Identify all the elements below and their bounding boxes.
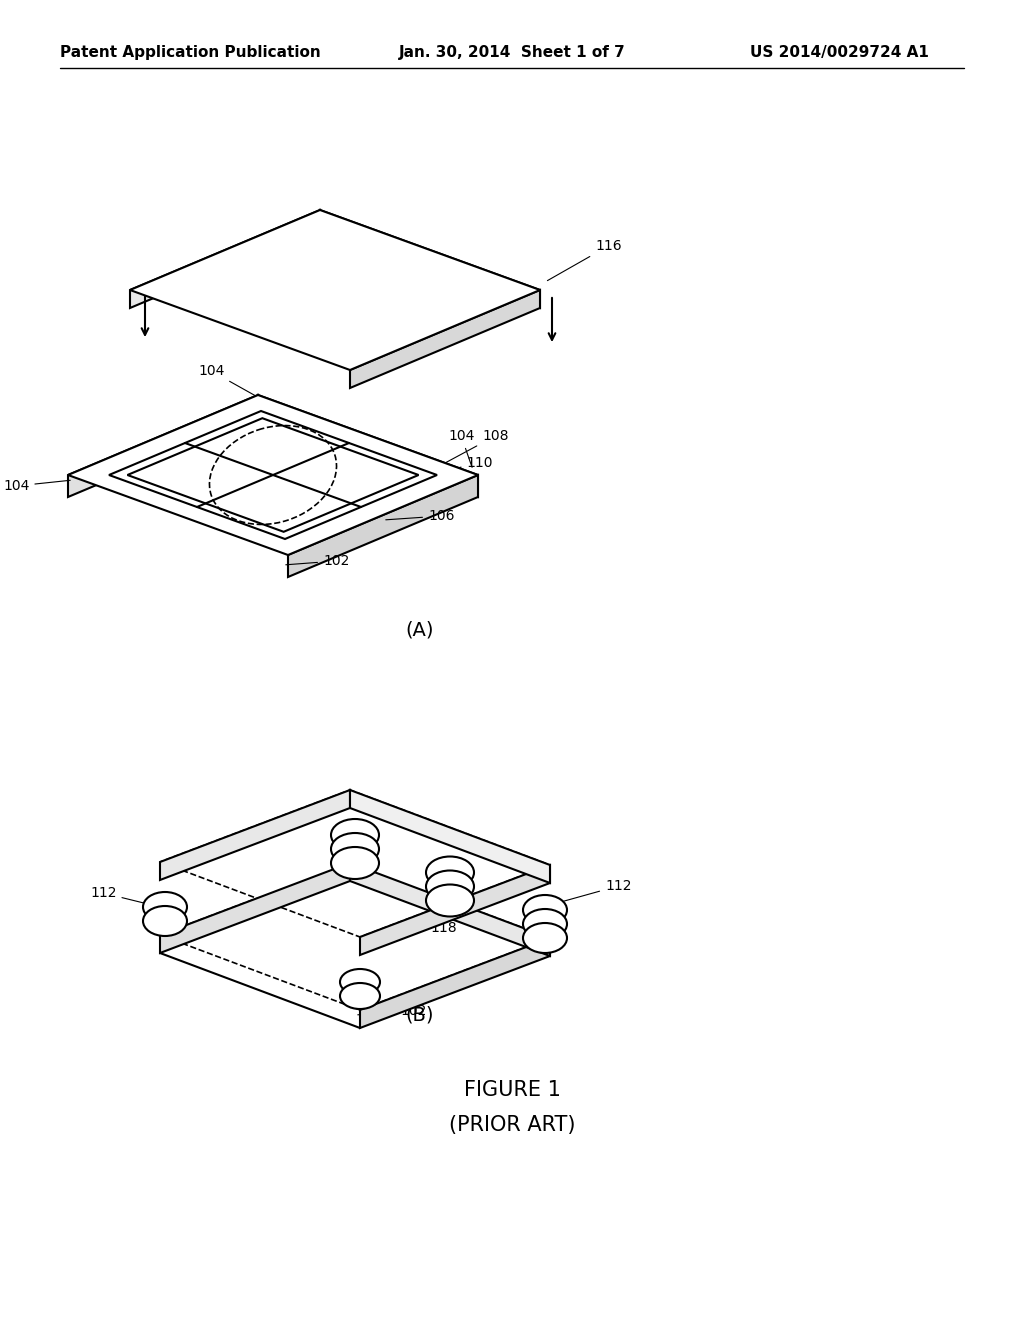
Ellipse shape xyxy=(523,923,567,953)
Ellipse shape xyxy=(331,833,379,865)
Polygon shape xyxy=(350,863,550,956)
Polygon shape xyxy=(68,395,258,498)
Text: (A): (A) xyxy=(406,620,434,639)
Polygon shape xyxy=(160,863,350,953)
Text: 118: 118 xyxy=(285,850,352,869)
Text: 108: 108 xyxy=(434,429,509,469)
Text: 112: 112 xyxy=(90,886,158,907)
Ellipse shape xyxy=(426,884,474,916)
Text: 104: 104 xyxy=(3,479,71,492)
Text: 112: 112 xyxy=(222,422,285,447)
Text: 106: 106 xyxy=(386,510,455,523)
Text: 102: 102 xyxy=(286,554,349,568)
Polygon shape xyxy=(160,863,550,1010)
Polygon shape xyxy=(160,789,350,880)
Polygon shape xyxy=(130,210,540,370)
Text: Patent Application Publication: Patent Application Publication xyxy=(60,45,321,59)
Text: (B): (B) xyxy=(406,1006,434,1024)
Ellipse shape xyxy=(523,895,567,925)
Ellipse shape xyxy=(331,818,379,851)
Ellipse shape xyxy=(340,983,380,1008)
Ellipse shape xyxy=(331,847,379,879)
Text: FIGURE 1: FIGURE 1 xyxy=(464,1080,560,1100)
Text: 118: 118 xyxy=(430,890,457,936)
Text: 116: 116 xyxy=(548,239,622,281)
Text: 114: 114 xyxy=(285,503,314,539)
Polygon shape xyxy=(350,290,540,388)
Polygon shape xyxy=(319,210,540,308)
Text: 112: 112 xyxy=(553,879,632,904)
Ellipse shape xyxy=(426,857,474,888)
Polygon shape xyxy=(360,865,550,954)
Ellipse shape xyxy=(523,909,567,939)
Polygon shape xyxy=(130,210,319,308)
Polygon shape xyxy=(160,789,550,937)
Ellipse shape xyxy=(340,969,380,995)
Polygon shape xyxy=(258,395,478,498)
Ellipse shape xyxy=(426,870,474,903)
Text: 104: 104 xyxy=(198,364,260,399)
Ellipse shape xyxy=(143,892,187,921)
Text: Jan. 30, 2014  Sheet 1 of 7: Jan. 30, 2014 Sheet 1 of 7 xyxy=(398,45,626,59)
Polygon shape xyxy=(68,395,478,554)
Polygon shape xyxy=(360,939,550,1028)
Polygon shape xyxy=(288,475,478,577)
Ellipse shape xyxy=(143,906,187,936)
Text: 104: 104 xyxy=(449,429,474,467)
Polygon shape xyxy=(350,789,550,883)
Text: 102: 102 xyxy=(357,1005,426,1018)
Text: 110: 110 xyxy=(419,455,493,477)
Text: US 2014/0029724 A1: US 2014/0029724 A1 xyxy=(750,45,929,59)
Text: (PRIOR ART): (PRIOR ART) xyxy=(449,1115,575,1135)
Text: 116: 116 xyxy=(357,896,427,931)
Text: 104: 104 xyxy=(238,420,266,455)
